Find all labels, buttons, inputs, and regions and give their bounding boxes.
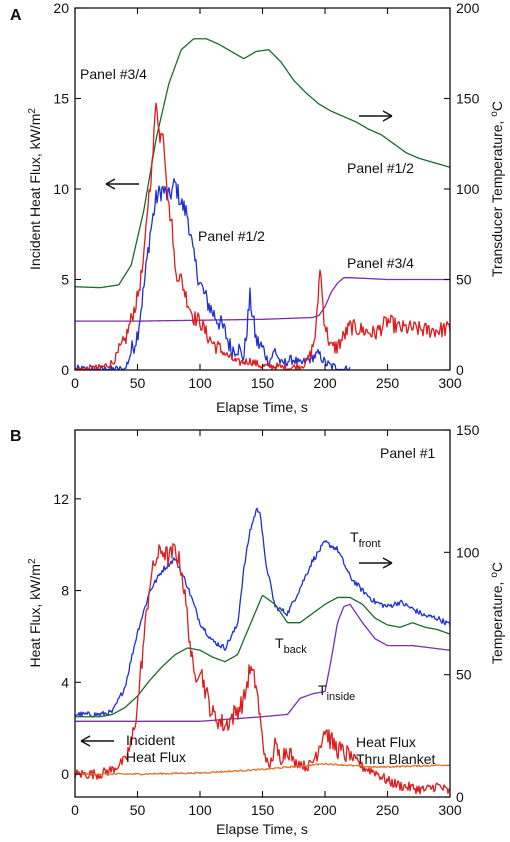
panel-a-right-y-tick-label-100: 100 — [456, 181, 480, 197]
panel-a-annotation-panel-3-4-red: Panel #3/4 — [80, 66, 147, 82]
panel-a-label: A — [10, 7, 22, 24]
panel-b-annotation-t-front: Tfront — [350, 529, 381, 550]
panel-a-annotation-panel-1-2-green: Panel #1/2 — [347, 160, 414, 176]
panel-b-annotation-t-inside: Tinside — [318, 682, 355, 703]
panel-b-series — [74, 507, 451, 795]
panel-a-left-y-axis-label: Incident Heat Flux, kW/m2 — [27, 108, 43, 270]
panel-b-series-heat-flux-thru-blanket-left-line — [74, 762, 451, 776]
panel-b-x-tick-label-300: 300 — [438, 802, 462, 818]
panel-a-left-arrow-icon — [105, 178, 139, 190]
panel-a-left-y-tick-label-20: 20 — [53, 0, 69, 16]
panel-b-left-y-tick-label-0: 0 — [61, 766, 69, 782]
panel-a-x-tick-label-200: 200 — [313, 375, 337, 391]
panel-a-right-y-axis-label: Transducer Temperature, oC — [489, 101, 505, 277]
panel-a-x-tick-label-250: 250 — [376, 375, 400, 391]
panel-a-x-axis-label: Elapse Time, s — [216, 399, 308, 415]
panel-b-annotation-t-back: Tback — [275, 635, 307, 656]
panel-a-x-tick-label-150: 150 — [251, 375, 275, 391]
panel-a-right-y-tick-label-50: 50 — [456, 272, 472, 288]
panel-a-left-y-tick-label-0: 0 — [61, 362, 69, 378]
panel-b-x-tick-label-50: 50 — [130, 802, 146, 818]
panel-b-label: B — [10, 428, 22, 445]
panel-a-right-y-tick-label-150: 150 — [456, 91, 480, 107]
panel-b-annotation-incident: Incident — [126, 732, 175, 748]
panel-a-x-tick-label-50: 50 — [130, 375, 146, 391]
panel-b-series-t-inside-left-line — [75, 603, 451, 722]
panel-b-right-y-tick-label-100: 100 — [456, 544, 480, 560]
panel-a-x-tick-label-100: 100 — [188, 375, 212, 391]
panel-b-annotation-heat-flux-blanket: Heat Flux — [356, 734, 416, 750]
panel-b-right-arrow-icon — [359, 557, 393, 569]
panel-b-x-tick-label-100: 100 — [188, 802, 212, 818]
panel-a-x-tick-label-0: 0 — [71, 375, 79, 391]
panel-b-left-y-tick-label-4: 4 — [61, 674, 69, 690]
panel-a-series — [74, 38, 451, 371]
panel-a-annotation-panel-1-2-blue: Panel #1/2 — [198, 228, 265, 244]
panel-a-right-arrow-icon — [359, 110, 393, 122]
panel-a-series-panel-3-4-right-line — [75, 277, 450, 322]
panel-a-annotation-panel-3-4-purple: Panel #3/4 — [347, 255, 414, 271]
panel-b-series-incident-heat-flux-left-line — [74, 543, 451, 795]
panel-b-left-y-tick-label-12: 12 — [53, 491, 69, 507]
panel-a-right-y-tick-label-200: 200 — [456, 0, 480, 16]
panel-a-series-panel-1-2-left-line — [74, 178, 351, 371]
panel-b-x-tick-label-0: 0 — [71, 802, 79, 818]
panel-b-x-tick-label-150: 150 — [251, 802, 275, 818]
panel-a-left-y-tick-label-10: 10 — [53, 181, 69, 197]
panel-a-right-y-tick-label-0: 0 — [456, 362, 464, 378]
panel-b-left-y-tick-label-8: 8 — [61, 583, 69, 599]
panel-b-right-y-axis-label: Temperature, oC — [489, 562, 505, 664]
panel-b-x-tick-label-200: 200 — [313, 802, 337, 818]
panel-b-right-y-tick-label-0: 0 — [456, 789, 464, 805]
panel-a: A 0 50 100 150 200 250 30005101520050100150200… — [10, 0, 505, 415]
panel-b-annotation-panel-1: Panel #1 — [380, 445, 435, 461]
panel-a-x-tick-label-300: 300 — [438, 375, 462, 391]
panel-b-series-t-front-left-line — [74, 507, 451, 718]
panel-b-right-y-tick-label-50: 50 — [456, 667, 472, 683]
panel-a-series-panel-1-2-right-line — [74, 38, 451, 289]
panel-b-x-tick-label-250: 250 — [376, 802, 400, 818]
panel-a-left-y-tick-label-5: 5 — [61, 272, 69, 288]
panel-b-right-y-tick-label-150: 150 — [456, 422, 480, 438]
panel-b-annotation-thru-blanket: Thru Blanket — [356, 751, 435, 767]
panel-b-x-axis-label: Elapse Time, s — [216, 821, 308, 837]
panel-b-left-y-axis-label: Heat Flux, kW/m2 — [27, 558, 43, 667]
panel-a-left-y-tick-label-15: 15 — [53, 91, 69, 107]
panel-b-annotation-heat-flux: Heat Flux — [126, 749, 186, 765]
panel-b-left-arrow-icon — [80, 735, 114, 747]
